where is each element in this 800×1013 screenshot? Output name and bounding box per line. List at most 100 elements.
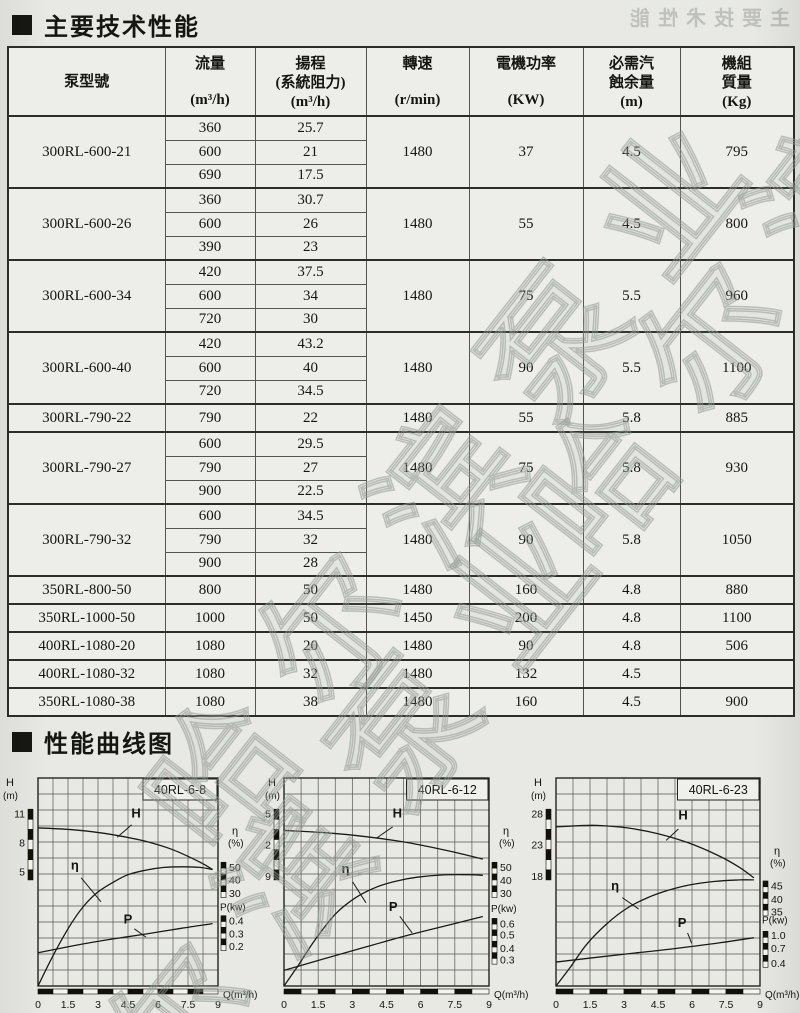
p-tick-label: 1.0 xyxy=(771,930,786,942)
p-scale-bar xyxy=(491,946,498,954)
npsh-cell: 4.5 xyxy=(582,687,681,717)
power-cell: 132 xyxy=(468,659,584,689)
h-tick-label: 23 xyxy=(531,840,543,852)
eta-tick-label: 45 xyxy=(771,880,783,892)
power-cell: 55 xyxy=(468,403,584,433)
h-axis-label: H xyxy=(6,777,14,789)
x-scale-bar xyxy=(640,988,659,995)
flow-cell: 600 xyxy=(164,431,256,457)
x-tick-label: 9 xyxy=(757,999,763,1011)
p-scale-bar xyxy=(762,942,769,950)
h-scale-bar xyxy=(273,859,280,871)
p-axis-label: P(kw) xyxy=(491,904,517,915)
model-cell: 300RL-600-40 xyxy=(7,331,166,405)
npsh-cell: 5.5 xyxy=(582,331,681,405)
power-cell: 55 xyxy=(468,187,584,261)
head-cell: 26 xyxy=(254,211,367,237)
flow-cell: 790 xyxy=(164,403,256,433)
x-scale-bar xyxy=(657,988,676,995)
table-row: 390 23 xyxy=(8,235,794,261)
h-scale-bar xyxy=(545,819,552,830)
table-row: 600 34 xyxy=(8,283,794,309)
table-row: 900 22.5 xyxy=(8,479,794,505)
p-scale-bar xyxy=(491,940,498,948)
npsh-cell: 5.8 xyxy=(582,431,681,505)
x-tick-label: 4.5 xyxy=(379,999,394,1011)
x-axis-label: Q(m³/h) xyxy=(223,990,257,1001)
x-tick-label: 3 xyxy=(95,999,101,1011)
eta-scale-bar xyxy=(220,867,227,875)
speed-cell: 1480 xyxy=(365,259,470,333)
x-tick-label: 6 xyxy=(689,999,695,1011)
p-scale-bar xyxy=(491,952,498,959)
mass-cell: 1100 xyxy=(679,603,795,633)
p-scale-bar xyxy=(220,915,227,922)
x-scale-bar xyxy=(691,988,710,995)
x-scale-bar xyxy=(386,988,404,995)
head-cell: 29.5 xyxy=(254,431,367,457)
h-scale-bar xyxy=(27,819,34,830)
x-scale-bar xyxy=(555,988,574,995)
eta-axis-label: η xyxy=(774,845,780,857)
curve-label-H: H xyxy=(131,806,140,821)
x-scale-bar xyxy=(82,988,99,995)
eta-axis-unit: (%) xyxy=(499,839,515,850)
mass-cell: 885 xyxy=(679,403,795,433)
flow-cell: 600 xyxy=(164,211,256,237)
head-cell: 40 xyxy=(254,355,367,381)
table-row: 600 40 xyxy=(8,355,794,381)
eta-tick-label: 50 xyxy=(500,862,512,874)
performance-chart-40RL-6-12: 40RL-6-12HηPH(m)15129η(%)504030P(kw)0.60… xyxy=(259,772,534,1013)
eta-tick-label: 40 xyxy=(229,875,241,887)
section-bullet-icon xyxy=(12,14,32,35)
x-tick-label: 6 xyxy=(155,999,161,1011)
x-scale-bar xyxy=(300,988,319,995)
x-tick-label: 7.5 xyxy=(181,999,196,1011)
table-row: 300RL-790-32 600 34.5 1480 90 5.8 1050 xyxy=(7,503,795,577)
col-header-flow: 流量 (m³/h) xyxy=(164,46,256,117)
p-scale-bar xyxy=(762,930,769,938)
power-cell: 160 xyxy=(468,575,584,605)
h-axis-label: H xyxy=(268,777,276,789)
p-axis-label: P(kw) xyxy=(762,916,788,927)
h-axis-label: H xyxy=(534,777,542,789)
table-row: 600 26 xyxy=(8,211,794,237)
p-tick-label: 0.7 xyxy=(771,943,786,955)
mass-cell: 1050 xyxy=(679,503,795,577)
h-tick-label: 18 xyxy=(531,871,543,883)
mass-cell: 1100 xyxy=(679,331,795,405)
x-scale-bar xyxy=(202,988,219,995)
mass-cell: 800 xyxy=(679,187,795,261)
model-cell: 350RL-1000-50 xyxy=(7,603,166,633)
col-header-power: 電機功率 (KW) xyxy=(468,46,584,117)
p-scale-bar xyxy=(491,935,498,942)
x-scale-bar xyxy=(454,988,473,995)
npsh-cell: 4.8 xyxy=(582,603,681,633)
h-scale-bar xyxy=(545,869,552,881)
x-tick-label: 1.5 xyxy=(311,999,326,1011)
p-scale-bar xyxy=(762,948,769,956)
table-row: 720 30 xyxy=(8,307,794,333)
curve-η xyxy=(37,866,213,987)
speed-cell: 1480 xyxy=(365,687,470,717)
eta-axis-label: η xyxy=(503,826,509,838)
p-tick-label: 0.4 xyxy=(229,915,244,927)
model-cell: 400RL-1080-32 xyxy=(7,659,166,689)
h-scale-bar xyxy=(545,808,552,820)
flow-cell: 390 xyxy=(164,235,256,261)
p-scale-bar xyxy=(491,918,498,925)
x-scale-bar xyxy=(623,988,642,995)
flow-cell: 790 xyxy=(164,527,256,553)
h-tick-label: 5 xyxy=(19,867,25,879)
head-cell: 43.2 xyxy=(254,331,367,357)
mass-cell: 900 xyxy=(679,687,795,717)
p-scale-bar xyxy=(220,944,227,951)
table-row: 350RL-1000-50 1000 50 1450 200 4.8 1100 xyxy=(7,603,795,633)
h-scale-bar xyxy=(273,869,280,881)
eta-tick-label: 35 xyxy=(771,907,783,919)
h-scale-bar xyxy=(273,808,280,820)
curve-P xyxy=(283,915,483,972)
h-scale-bar xyxy=(27,869,34,881)
eta-scale-bar xyxy=(491,885,498,893)
